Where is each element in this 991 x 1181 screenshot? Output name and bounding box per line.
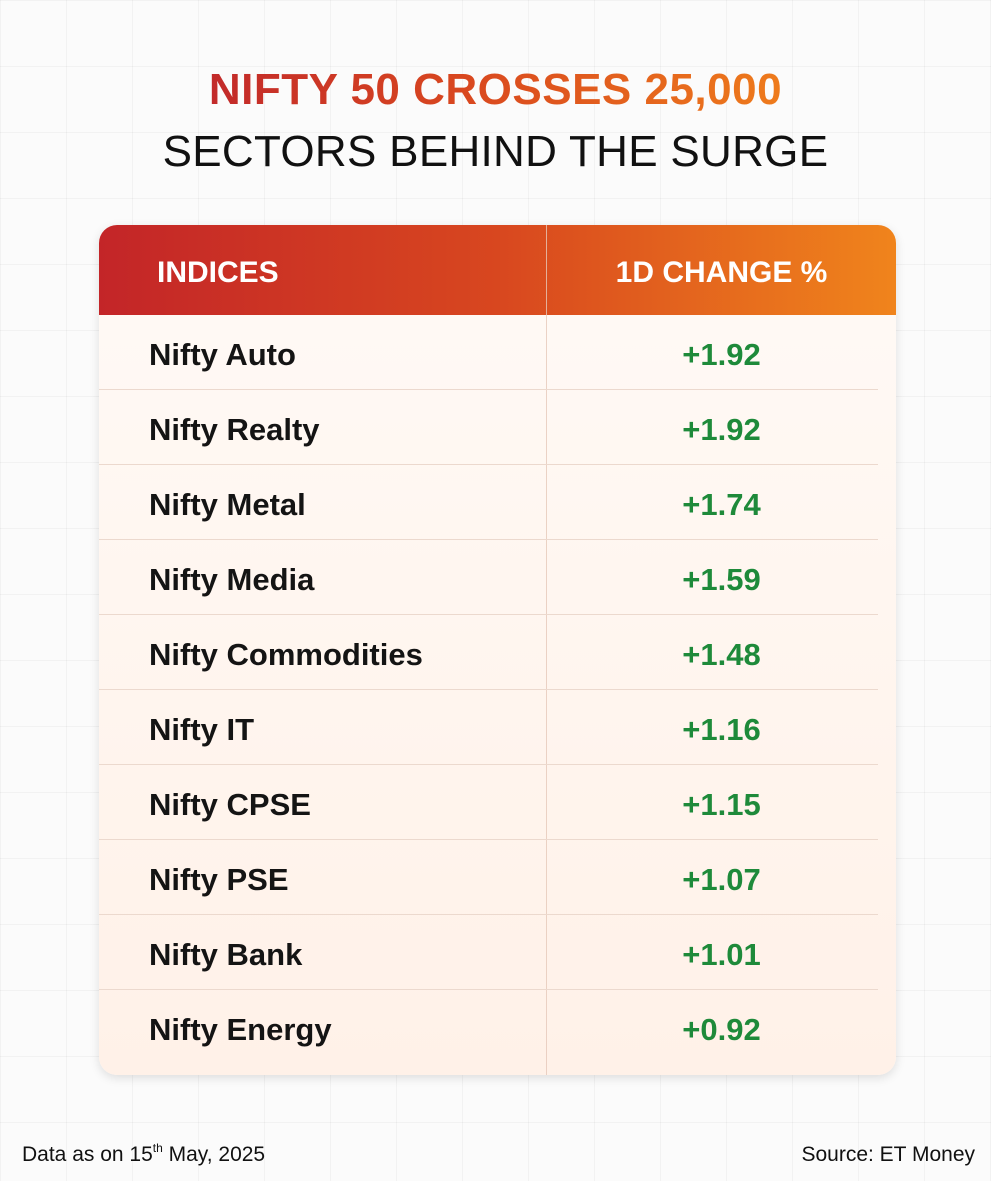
source-note: Source: ET Money xyxy=(801,1143,975,1166)
table-row: Nifty Metal +1.74 xyxy=(99,465,896,540)
change-value-cell: +1.92 xyxy=(682,337,761,372)
index-name-cell: Nifty PSE xyxy=(149,862,289,897)
title-block: NIFTY 50 CROSSES 25,000 SECTORS BEHIND T… xyxy=(0,62,991,180)
table-row: Nifty Realty +1.92 xyxy=(99,390,896,465)
column-header-1d-change: 1D CHANGE % xyxy=(615,256,828,289)
table-row: Nifty Bank +1.01 xyxy=(99,915,896,990)
change-value-cell: +1.15 xyxy=(682,787,761,822)
sector-table: INDICES 1D CHANGE % Nifty Auto +1.92 Nifty… xyxy=(99,225,896,1075)
index-name-cell: Nifty Auto xyxy=(149,337,296,372)
data-date-note: Data as on 15th May, 2025 xyxy=(22,1141,266,1167)
index-name-cell: Nifty Bank xyxy=(149,937,303,972)
page-subtitle: SECTORS BEHIND THE SURGE xyxy=(162,127,829,176)
change-value-cell: +0.92 xyxy=(682,1012,761,1047)
index-name-cell: Nifty IT xyxy=(149,712,255,747)
change-value-cell: +1.74 xyxy=(682,487,761,522)
change-value-cell: +1.48 xyxy=(682,637,761,672)
table-row: Nifty Commodities +1.48 xyxy=(99,615,896,690)
table-row: Nifty CPSE +1.15 xyxy=(99,765,896,840)
index-name-cell: Nifty Media xyxy=(149,562,315,597)
column-divider xyxy=(546,225,547,1075)
date-prefix: Data as on 15 xyxy=(22,1143,153,1166)
table-row: Nifty Auto +1.92 xyxy=(99,315,896,390)
table-body: Nifty Auto +1.92 Nifty Realty +1.92 Nifty Me… xyxy=(99,315,896,1065)
change-value-cell: +1.59 xyxy=(682,562,761,597)
table-row: Nifty Energy +0.92 xyxy=(99,990,896,1065)
date-ordinal-suffix: th xyxy=(152,1141,163,1155)
date-rest: May, 2025 xyxy=(162,1143,266,1166)
index-name-cell: Nifty CPSE xyxy=(149,787,311,822)
index-name-cell: Nifty Commodities xyxy=(149,637,423,672)
index-name-cell: Nifty Realty xyxy=(149,412,320,447)
page-title: NIFTY 50 CROSSES 25,000 xyxy=(209,62,782,118)
change-value-cell: +1.16 xyxy=(682,712,761,747)
table-row: Nifty Media +1.59 xyxy=(99,540,896,615)
index-name-cell: Nifty Metal xyxy=(149,487,306,522)
table-row: Nifty PSE +1.07 xyxy=(99,840,896,915)
column-header-indices: INDICES xyxy=(157,256,279,289)
table-header: INDICES 1D CHANGE % xyxy=(99,225,896,315)
change-value-cell: +1.92 xyxy=(682,412,761,447)
table-row: Nifty IT +1.16 xyxy=(99,690,896,765)
change-value-cell: +1.01 xyxy=(682,937,761,972)
change-value-cell: +1.07 xyxy=(682,862,761,897)
index-name-cell: Nifty Energy xyxy=(149,1012,332,1047)
